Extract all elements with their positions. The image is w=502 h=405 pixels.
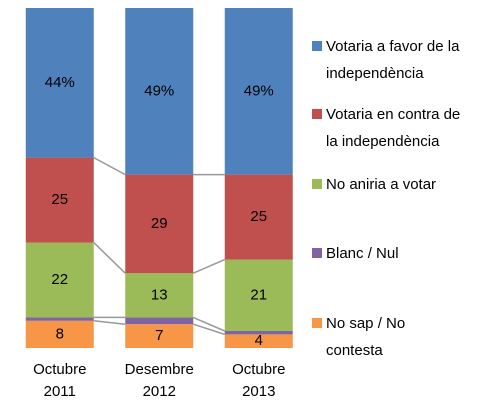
series-line bbox=[192, 316, 226, 332]
bar-segment bbox=[224, 174, 293, 260]
bar-segment bbox=[25, 242, 94, 318]
bar-segment bbox=[125, 174, 194, 274]
x-tick-label: Octubre 2011 bbox=[33, 361, 87, 400]
legend-label: Votaria a favor de la independència bbox=[326, 38, 460, 82]
data-label: 4 bbox=[255, 332, 263, 349]
legend-item: Votaria a favor de la independència bbox=[312, 33, 492, 87]
legend-swatch bbox=[312, 41, 322, 51]
data-label: 29 bbox=[151, 215, 168, 232]
legend-label: No sap / No contesta bbox=[326, 315, 406, 359]
data-label: 22 bbox=[51, 271, 68, 288]
bar-segment bbox=[25, 157, 94, 243]
bar-segment bbox=[224, 8, 293, 175]
data-label: 21 bbox=[250, 286, 267, 303]
bar-segment bbox=[125, 8, 194, 175]
legend-swatch bbox=[312, 248, 322, 258]
legend-item: No aniria a votar bbox=[312, 171, 492, 198]
data-label: 44% bbox=[45, 74, 75, 91]
data-label: 49% bbox=[244, 82, 274, 99]
data-label: 13 bbox=[151, 286, 168, 303]
x-tick-label: Desembre 2012 bbox=[124, 361, 194, 400]
legend-swatch bbox=[312, 109, 322, 119]
bar-segment bbox=[125, 324, 194, 348]
legend-swatch bbox=[312, 179, 322, 189]
data-label: 8 bbox=[56, 325, 64, 342]
data-label: 25 bbox=[250, 208, 267, 225]
x-tick-label: Octubre 2013 bbox=[232, 361, 286, 400]
data-label: 7 bbox=[155, 327, 163, 344]
bar-segment bbox=[224, 334, 293, 348]
legend-label: Blanc / Nul bbox=[326, 245, 399, 262]
bar-segment bbox=[25, 317, 94, 321]
series-line bbox=[193, 323, 225, 336]
bar-segment bbox=[224, 259, 293, 331]
bar-segment bbox=[25, 320, 94, 348]
series-line bbox=[93, 156, 126, 176]
bar-segment bbox=[125, 273, 194, 318]
legend-swatch bbox=[312, 318, 322, 328]
series-line bbox=[93, 320, 126, 325]
legend-label: Votaria en contra de la independència bbox=[326, 106, 461, 150]
bar-segment bbox=[25, 8, 94, 158]
legend-item: Blanc / Nul bbox=[312, 240, 492, 267]
series-line bbox=[192, 258, 226, 274]
data-label: 25 bbox=[51, 191, 68, 208]
bar-segment bbox=[224, 331, 293, 335]
series-line bbox=[93, 242, 126, 274]
legend-item: Votaria en contra de la independència bbox=[312, 101, 462, 155]
legend-item: No sap / No contesta bbox=[312, 310, 462, 364]
legend-label: No aniria a votar bbox=[326, 176, 437, 193]
data-label: 49% bbox=[144, 82, 174, 99]
bar-segment bbox=[125, 317, 194, 325]
